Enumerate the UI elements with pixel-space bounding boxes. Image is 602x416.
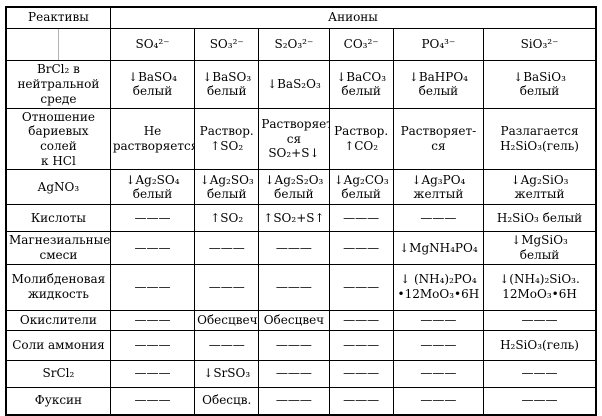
anion-column-header-co3: CO₃²⁻ xyxy=(328,27,394,61)
anion-result-cell: Не растворяется xyxy=(109,107,196,171)
anion-result-cell: ——— xyxy=(258,263,330,311)
table-row: Соли аммония ——— ——— ——— ——— ——— H₂SiO₃(гель) xyxy=(5,329,597,361)
reagents-header-cell: Реактивы xyxy=(5,6,111,29)
anion-result-cell: ↓BaCO₃ белый xyxy=(328,59,394,109)
reagent-label-cell: Соли аммония xyxy=(5,329,111,361)
anion-result-cell: ——— xyxy=(392,386,485,416)
anion-result-cell: ↓MgNH₄PO₄ xyxy=(392,231,485,265)
anion-result-cell: ——— xyxy=(328,231,394,265)
anion-column-header-po4: PO₄³⁻ xyxy=(392,27,485,61)
table-row: Фуксин ——— Обесцв. ——— ——— ——— ——— xyxy=(5,386,597,416)
anion-result-cell: ——— xyxy=(109,309,196,331)
anion-result-cell: ↓BaS₂O₃ xyxy=(258,59,330,109)
anion-result-cell: ——— xyxy=(328,309,394,331)
anion-result-cell: ——— xyxy=(328,204,394,233)
anion-result-cell: ——— xyxy=(109,204,196,233)
anion-result-cell: Раствор. ↑CO₂ xyxy=(328,107,394,171)
reagent-label-cell: SrCl₂ xyxy=(5,359,111,388)
anion-result-cell: ↑SO₂+S↑ xyxy=(258,204,330,233)
anion-result-cell: ——— xyxy=(328,359,394,388)
anion-result-cell: ——— xyxy=(109,231,196,265)
document-page: Реактивы Анионы SO₄²⁻ SO₃²⁻ S₂O₃²⁻ CO₃²⁻… xyxy=(5,6,597,416)
anion-result-cell: ——— xyxy=(194,231,260,265)
anion-column-header-s2o3: S₂O₃²⁻ xyxy=(258,27,330,61)
table-row: Отношение бариевых солей к HCl Не раствор… xyxy=(5,107,597,171)
anion-result-cell: ——— xyxy=(258,231,330,265)
anion-result-cell: ——— xyxy=(258,359,330,388)
anion-result-cell: Раствор. ↑SO₂ xyxy=(194,107,260,171)
anion-result-cell: H₂SiO₃ белый xyxy=(483,204,597,233)
anion-result-cell: ——— xyxy=(109,329,196,361)
anion-result-cell: Обесцвеч xyxy=(258,309,330,331)
subcell-divider xyxy=(58,29,60,60)
reagent-label-cell: Молибденовая жидкость xyxy=(5,263,111,311)
anion-result-cell: ——— xyxy=(109,359,196,388)
reagent-label-cell: AgNO₃ xyxy=(5,169,111,206)
anion-result-cell: ↓Ag₂SiO₃ желтый xyxy=(483,169,597,206)
reagent-label-cell: Кислоты xyxy=(5,204,111,233)
anion-result-cell: ——— xyxy=(328,386,394,416)
anion-result-cell: ↓ (NH₄)₂PO₄ •12MoO₃•6H xyxy=(392,263,485,311)
anion-result-cell: ↓MgSiO₃ белый xyxy=(483,231,597,265)
anion-result-cell: ——— xyxy=(483,309,597,331)
anion-result-cell: ↓BaSO₃ белый xyxy=(194,59,260,109)
anion-column-header-so3: SO₃²⁻ xyxy=(194,27,260,61)
anion-result-cell: ——— xyxy=(258,386,330,416)
anion-result-cell: ——— xyxy=(392,329,485,361)
anion-result-cell: ↓SrSO₃ xyxy=(194,359,260,388)
table-row: SrCl₂ ——— ↓SrSO₃ ——— ——— ——— ——— xyxy=(5,359,597,388)
reagents-empty-subcells xyxy=(5,27,111,61)
anion-result-cell: ——— xyxy=(328,263,394,311)
anion-result-cell: ——— xyxy=(392,359,485,388)
anion-result-cell: ——— xyxy=(483,359,597,388)
anions-header-cell: Анионы xyxy=(109,6,597,29)
anion-result-cell: ——— xyxy=(392,309,485,331)
anion-result-cell: ↑SO₂ xyxy=(194,204,260,233)
anion-result-cell: Обесцв. xyxy=(194,386,260,416)
anion-result-cell: Разлагается H₂SiO₃(гель) xyxy=(483,107,597,171)
reagent-label-cell: Отношение бариевых солей к HCl xyxy=(5,107,111,171)
anion-result-cell: ↓BaHPO₄ белый xyxy=(392,59,485,109)
table-row: Молибденовая жидкость ——— ——— ——— ——— ↓ (NH₄)… xyxy=(5,263,597,311)
anion-result-cell: ↓Ag₃PO₄ желтый xyxy=(392,169,485,206)
anion-result-cell: Обесцвеч xyxy=(194,309,260,331)
table-row: Окислители ——— Обесцвеч Обесцвеч ——— ——— ——— xyxy=(5,309,597,331)
table-row: AgNO₃ ↓Ag₂SO₄ белый ↓Ag₂SO₃ белый ↓Ag₂S₂O₃ … xyxy=(5,169,597,206)
anion-column-header-sio3: SiO₃²⁻ xyxy=(483,27,597,61)
header-row-anions: SO₄²⁻ SO₃²⁻ S₂O₃²⁻ CO₃²⁻ PO₄³⁻ SiO₃²⁻ xyxy=(5,27,597,61)
anions-reagents-table: Реактивы Анионы SO₄²⁻ SO₃²⁻ S₂O₃²⁻ CO₃²⁻… xyxy=(5,6,597,416)
anion-result-cell: ↓Ag₂SO₄ белый xyxy=(109,169,196,206)
anion-result-cell: Растворяет- ся xyxy=(392,107,485,171)
anion-result-cell: ——— xyxy=(258,329,330,361)
anion-result-cell: ——— xyxy=(392,204,485,233)
table-body: BrCl₂ в нейтральной среде ↓BaSO₄ белый ↓Ba… xyxy=(5,59,597,416)
anion-result-cell: ——— xyxy=(328,329,394,361)
anion-result-cell: ↓BaSiO₃ белый xyxy=(483,59,597,109)
anion-result-cell: ——— xyxy=(109,263,196,311)
anion-result-cell: H₂SiO₃(гель) xyxy=(483,329,597,361)
anion-result-cell: Растворяет- ся SO₂+S↓ xyxy=(258,107,330,171)
anion-result-cell: ↓BaSO₄ белый xyxy=(109,59,196,109)
anion-result-cell: ↓Ag₂CO₃ белый xyxy=(328,169,394,206)
anion-result-cell: ——— xyxy=(483,386,597,416)
reagent-label-cell: Окислители xyxy=(5,309,111,331)
table-row: Магнезиальные смеси ——— ——— ——— ——— ↓MgNH₄PO₄… xyxy=(5,231,597,265)
anion-result-cell: ↓Ag₂SO₃ белый xyxy=(194,169,260,206)
reagent-label-cell: Магнезиальные смеси xyxy=(5,231,111,265)
header-row-groups: Реактивы Анионы xyxy=(5,6,597,29)
reagent-label-cell: Фуксин xyxy=(5,386,111,416)
table-row: Кислоты ——— ↑SO₂ ↑SO₂+S↑ ——— ——— H₂SiO₃ белый xyxy=(5,204,597,233)
anion-result-cell: ↓(NH₄)₂SiO₃. 12MoO₃•6H xyxy=(483,263,597,311)
table-row: BrCl₂ в нейтральной среде ↓BaSO₄ белый ↓Ba… xyxy=(5,59,597,109)
anion-result-cell: ↓Ag₂S₂O₃ белый xyxy=(258,169,330,206)
anion-result-cell: ——— xyxy=(194,329,260,361)
reagent-label-cell: BrCl₂ в нейтральной среде xyxy=(5,59,111,109)
anion-result-cell: ——— xyxy=(109,386,196,416)
anion-column-header-so4: SO₄²⁻ xyxy=(109,27,196,61)
anion-result-cell: ——— xyxy=(194,263,260,311)
